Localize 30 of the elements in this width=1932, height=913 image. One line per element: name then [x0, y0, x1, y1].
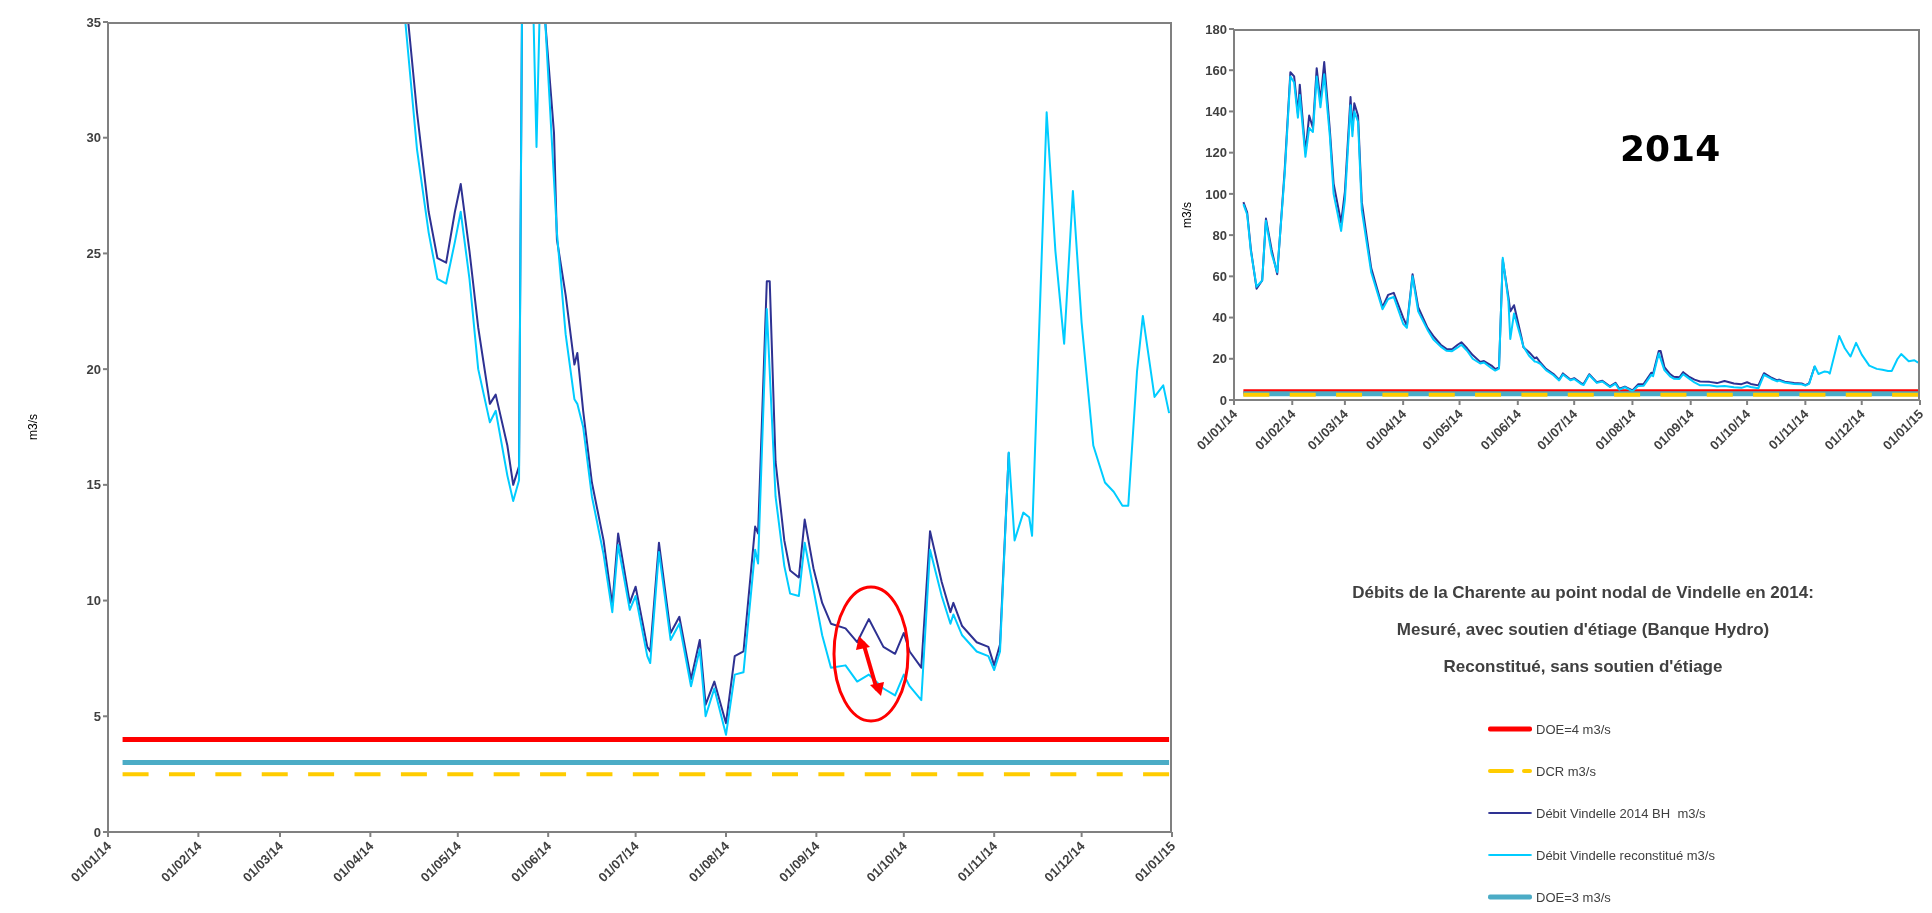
text: Mesuré, avec soutien d'étiage (Banque Hydro) [1395, 619, 1771, 641]
y-tick-label: 60 [1212, 268, 1227, 284]
y-tick-label: 160 [1205, 62, 1227, 78]
text: Débits de la Charente au point nodal de Vindelle en 2014: [1351, 582, 1815, 604]
legend-label: DOE=4 m3/s [1536, 721, 1611, 737]
y-tick-label: 20 [86, 361, 101, 377]
y-tick-label: 5 [93, 708, 101, 724]
y-tick-label: 0 [1219, 392, 1227, 408]
y-tick-label: 140 [1205, 104, 1227, 120]
y-tick-label: 80 [1212, 227, 1227, 243]
y-tick-label: 10 [86, 593, 101, 609]
y-tick-label: 35 [86, 14, 101, 30]
y-tick-label: 100 [1205, 186, 1227, 202]
y-tick-label: 0 [93, 824, 101, 840]
y-tick-label: 40 [1212, 310, 1227, 326]
legend-label: DOE=3 m3/s [1536, 889, 1611, 905]
y-axis-title: m3/s [1180, 200, 1195, 230]
y-tick-label: 180 [1205, 21, 1227, 37]
y-tick-label: 120 [1205, 145, 1227, 161]
y-tick-label: 25 [86, 246, 101, 262]
y-tick-label: 20 [1212, 351, 1227, 367]
text: Reconstitué, sans soutien d'étiage [1442, 656, 1724, 678]
legend-label: Débit Vindelle reconstitué m3/s [1536, 847, 1715, 863]
legend-label: DCR m3/s [1536, 763, 1596, 779]
y-axis-title: m3/s [26, 413, 41, 442]
legend-label: Débit Vindelle 2014 BH m3/s [1536, 805, 1706, 821]
annotation: 2014 [1620, 128, 1721, 169]
y-tick-label: 15 [86, 477, 101, 493]
line-series [1242, 73, 1920, 393]
y-tick-label: 30 [86, 130, 101, 146]
